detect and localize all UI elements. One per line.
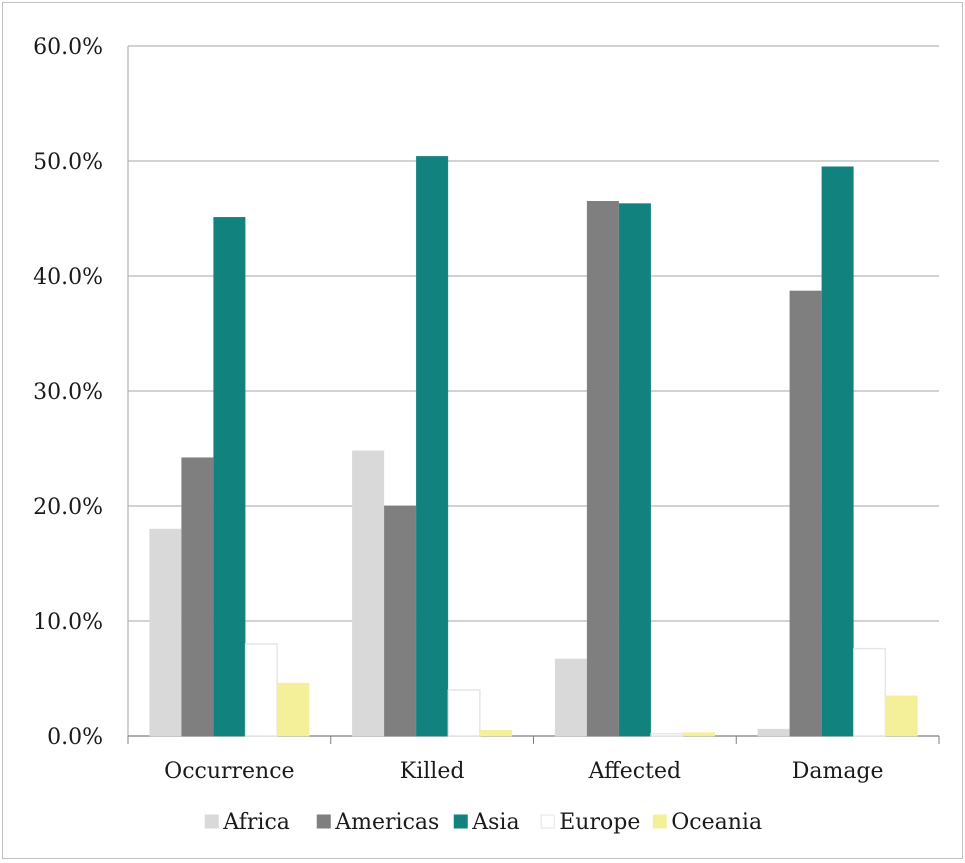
bar (853, 647, 887, 737)
x-tick-label: Affected (588, 759, 681, 784)
bar (554, 658, 587, 737)
y-tick-label: 50.0% (33, 150, 103, 175)
y-tick-label: 30.0% (33, 380, 103, 405)
bar (586, 201, 619, 737)
bar (480, 730, 513, 737)
bar (618, 203, 651, 737)
legend-label: Oceania (671, 810, 762, 835)
bar (277, 682, 310, 737)
bar-chart: 0.0% 10.0% 20.0% 30.0% 40.0% 50.0% 60.0% Occurr… (33, 35, 940, 835)
bar (821, 166, 854, 737)
bar (244, 643, 278, 737)
y-tick-label: 40.0% (33, 265, 103, 290)
legend-label: Americas (334, 810, 439, 835)
x-tick-label: Damage (792, 759, 884, 784)
bar (885, 695, 918, 737)
bars (149, 156, 918, 737)
y-tick-label: 0.0% (47, 725, 103, 750)
y-tick-label: 60.0% (33, 35, 103, 60)
bar (789, 290, 822, 737)
legend: Africa Americas Asia Europe Oceania (204, 810, 762, 835)
axis-labels: 0.0% 10.0% 20.0% 30.0% 40.0% 50.0% 60.0% Occurr… (33, 35, 883, 784)
bar (181, 457, 214, 737)
bar (650, 732, 684, 737)
x-tick-label: Occurrence (164, 759, 294, 784)
legend-swatch (316, 814, 331, 829)
bar (757, 728, 790, 737)
x-tick-label: Killed (400, 759, 465, 784)
y-tick-label: 10.0% (33, 610, 103, 635)
bar (352, 450, 385, 737)
bar (384, 505, 417, 737)
legend-swatch (204, 814, 219, 829)
legend-label: Europe (559, 810, 640, 835)
bar (149, 528, 182, 737)
legend-label: Africa (222, 810, 290, 835)
bar (213, 217, 246, 737)
legend-swatch (652, 814, 667, 829)
legend-label: Asia (471, 810, 519, 835)
y-tick-label: 20.0% (33, 495, 103, 520)
legend-swatch (453, 814, 468, 829)
bar (416, 156, 449, 737)
bar (682, 732, 715, 737)
legend-swatch (540, 814, 555, 829)
bar (447, 689, 481, 737)
